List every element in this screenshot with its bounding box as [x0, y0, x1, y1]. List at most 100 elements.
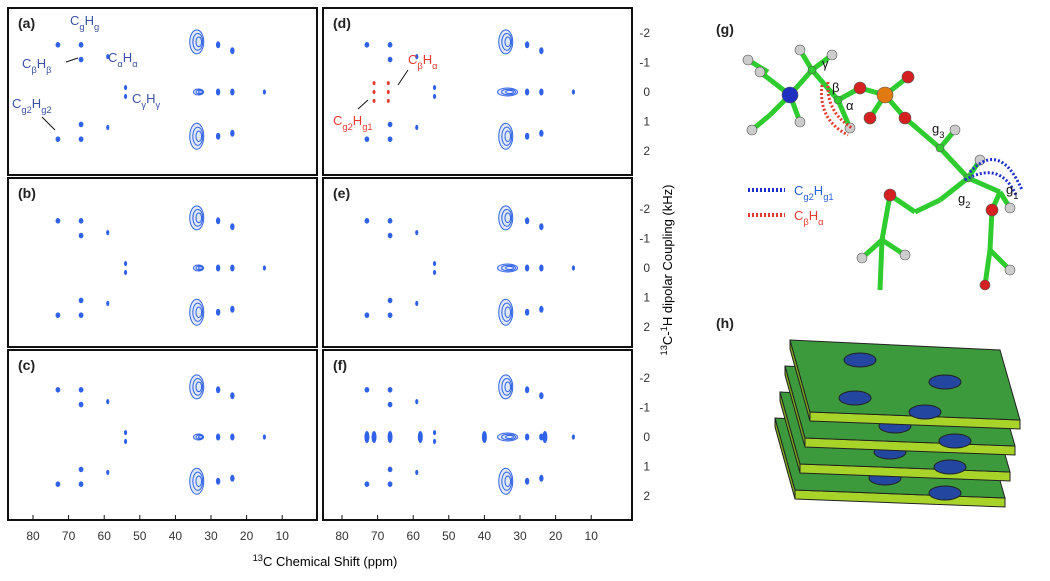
atom-label-part: g — [958, 191, 965, 206]
panel-frame — [7, 349, 318, 521]
panel-frame — [322, 349, 633, 521]
peak-label: CβHα — [408, 52, 438, 71]
x-axis-title: 13C Chemical Shift (ppm) — [253, 553, 398, 569]
atom — [901, 70, 915, 84]
peak — [215, 264, 221, 272]
peak — [524, 386, 530, 394]
peak — [123, 84, 128, 91]
peak — [364, 42, 370, 48]
bond — [903, 116, 942, 150]
peak-cluster — [189, 374, 205, 400]
peak — [262, 89, 266, 95]
x-tick-label: 80 — [26, 529, 40, 543]
spectra — [55, 29, 576, 495]
peak-cluster — [192, 126, 204, 146]
peak-cluster — [195, 381, 203, 393]
atom-label-part: α — [846, 98, 854, 113]
x-tick-label: 10 — [276, 529, 290, 543]
peak — [432, 84, 437, 91]
peak — [55, 481, 61, 488]
peak — [230, 223, 235, 231]
panel-label: (g) — [716, 21, 734, 37]
peak — [106, 300, 110, 306]
peak — [539, 433, 544, 441]
pore — [933, 459, 967, 475]
peak — [78, 232, 84, 239]
peak — [387, 121, 393, 128]
peak — [215, 217, 221, 225]
peak — [230, 433, 235, 441]
x-tick-label: 80 — [335, 529, 349, 543]
peak — [78, 56, 84, 63]
x-tick-label: 10 — [585, 529, 599, 543]
peak-label-part: γ — [155, 100, 160, 110]
atom-label-part: g — [1006, 182, 1013, 197]
peak — [55, 136, 61, 142]
peak-cluster — [504, 130, 512, 142]
peak — [387, 297, 393, 304]
panel-label: (b) — [18, 185, 36, 201]
peak — [215, 41, 221, 49]
y-tick-label: -1 — [639, 401, 650, 415]
atom — [898, 111, 912, 125]
panel-label: (c) — [18, 357, 35, 373]
peak — [539, 223, 544, 231]
y-tick-label: 2 — [643, 144, 650, 158]
peak — [78, 297, 84, 304]
peak — [364, 387, 370, 393]
peak — [432, 269, 437, 276]
peak-cluster — [501, 32, 513, 51]
leader — [397, 69, 409, 86]
atom — [899, 249, 911, 261]
peak — [78, 481, 84, 488]
y-tick-label: -2 — [639, 371, 650, 385]
peak — [78, 136, 84, 142]
atom-label-part: γ — [822, 56, 829, 71]
peak — [371, 431, 377, 443]
peak — [372, 90, 376, 94]
peak-label-part: C — [22, 56, 31, 71]
peak — [78, 312, 84, 319]
legend-label-part: β — [803, 217, 808, 227]
peak-label-part: H — [37, 56, 46, 71]
atom — [742, 54, 754, 66]
atom — [746, 124, 758, 136]
peak — [524, 132, 530, 140]
peak — [230, 264, 235, 272]
peak-cluster — [504, 36, 512, 48]
bond — [877, 239, 885, 291]
peak-cluster — [501, 433, 517, 441]
legend-label: CβHα — [794, 208, 824, 227]
peak — [571, 434, 576, 440]
peak — [230, 392, 235, 400]
peak-cluster — [189, 467, 205, 495]
peak — [387, 431, 393, 443]
peak-label-part: g — [79, 22, 84, 32]
bond — [938, 176, 970, 202]
peak-cluster — [505, 265, 515, 271]
peak-label-part: β — [31, 65, 36, 75]
atom-label: β — [832, 80, 839, 95]
atom-label-part: 1 — [1013, 191, 1018, 201]
panel-label: (f) — [333, 357, 347, 373]
y-tick-label: 1 — [643, 291, 650, 305]
atom — [979, 279, 991, 291]
peak — [524, 433, 530, 441]
peak — [542, 431, 548, 443]
peak-label-part: α — [132, 59, 138, 69]
peak-cluster — [498, 122, 514, 150]
x-tick-label: 20 — [240, 529, 254, 543]
atom-label-part: β — [832, 80, 839, 95]
peak — [415, 300, 419, 306]
legend-label-part: C — [794, 183, 803, 198]
peak — [123, 269, 128, 276]
coupling-arc — [826, 81, 853, 130]
atom — [856, 252, 868, 264]
atom-label: γ — [822, 56, 829, 71]
pore — [838, 390, 872, 406]
peak-cluster — [505, 434, 515, 440]
peak-cluster — [501, 264, 517, 272]
peak — [539, 47, 544, 55]
panel-label: (d) — [333, 15, 351, 31]
peak — [387, 387, 393, 393]
